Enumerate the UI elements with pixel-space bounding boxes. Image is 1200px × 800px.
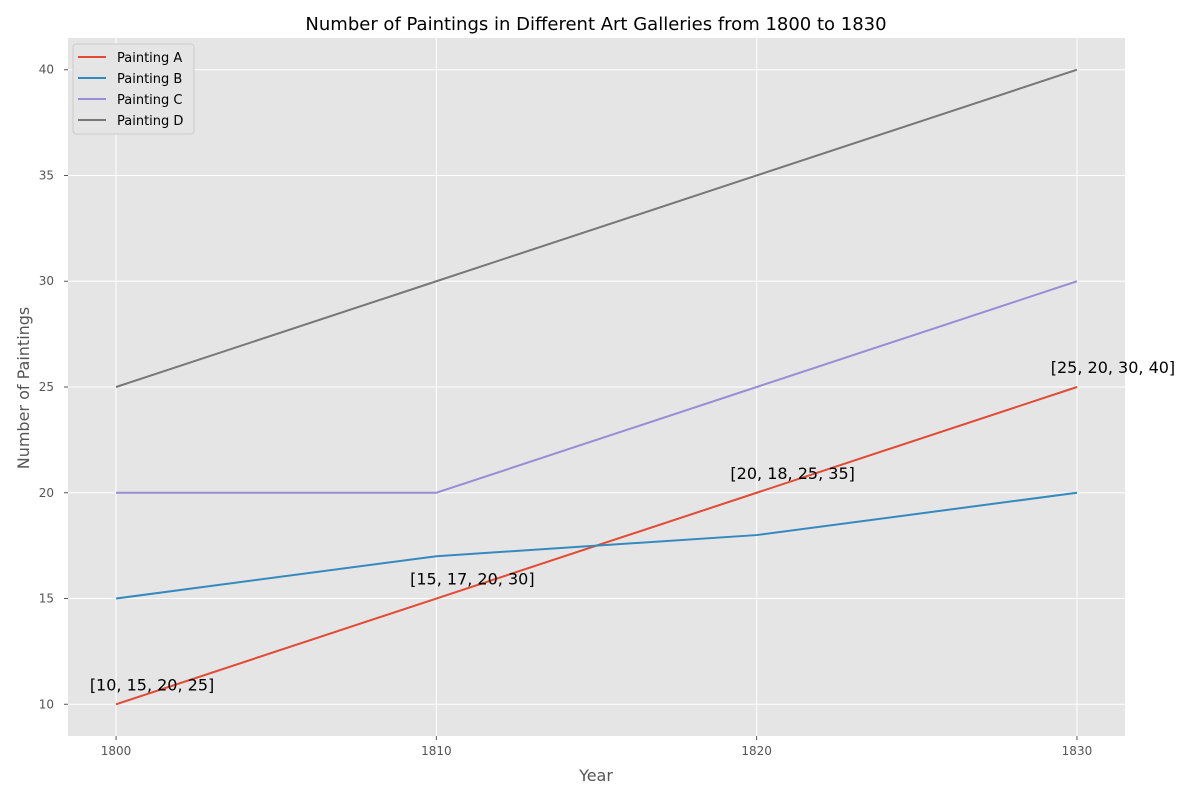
legend: Painting A Painting B Painting C Painting D [72, 43, 195, 135]
y-tick-label: 20 [39, 486, 54, 500]
series-lines [115, 68, 1078, 706]
x-tick-label: 1800 [101, 744, 132, 758]
legend-label: Painting D [117, 114, 183, 129]
y-tick-label: 25 [39, 380, 54, 394]
y-tick-label: 30 [39, 274, 54, 288]
legend-label: Painting B [117, 72, 182, 87]
y-tick-label: 40 [39, 63, 54, 77]
legend-label: Painting A [117, 51, 182, 66]
y-axis-label: Number of Paintings [14, 307, 33, 470]
y-tick-label: 15 [39, 592, 54, 606]
data-annotations: [10, 15, 20, 25] [15, 17, 20, 30] [20, 18,… [90, 358, 1175, 694]
x-tick-label: 1820 [741, 744, 772, 758]
legend-label: Painting C [117, 93, 182, 108]
series-line-2 [115, 491, 1078, 600]
x-axis-label: Year [578, 766, 613, 785]
data-annotation: [25, 20, 30, 40] [1051, 358, 1175, 377]
y-tick-label: 35 [39, 168, 54, 182]
data-annotation: [20, 18, 25, 35] [730, 464, 854, 483]
x-tick-label: 1810 [421, 744, 452, 758]
y-tick-label: 10 [39, 697, 54, 711]
data-annotation: [10, 15, 20, 25] [90, 675, 214, 694]
data-annotation: [15, 17, 20, 30] [410, 570, 534, 589]
x-tick-label: 1830 [1062, 744, 1093, 758]
series-line-3 [116, 280, 1078, 494]
chart-title: Number of Paintings in Different Art Gal… [305, 14, 886, 35]
legend-box [72, 43, 195, 135]
x-tick-labels: 1800 1810 1820 1830 [101, 736, 1092, 758]
series-line-4 [115, 68, 1078, 388]
y-tick-labels: 10 15 20 25 30 35 40 [39, 63, 68, 711]
